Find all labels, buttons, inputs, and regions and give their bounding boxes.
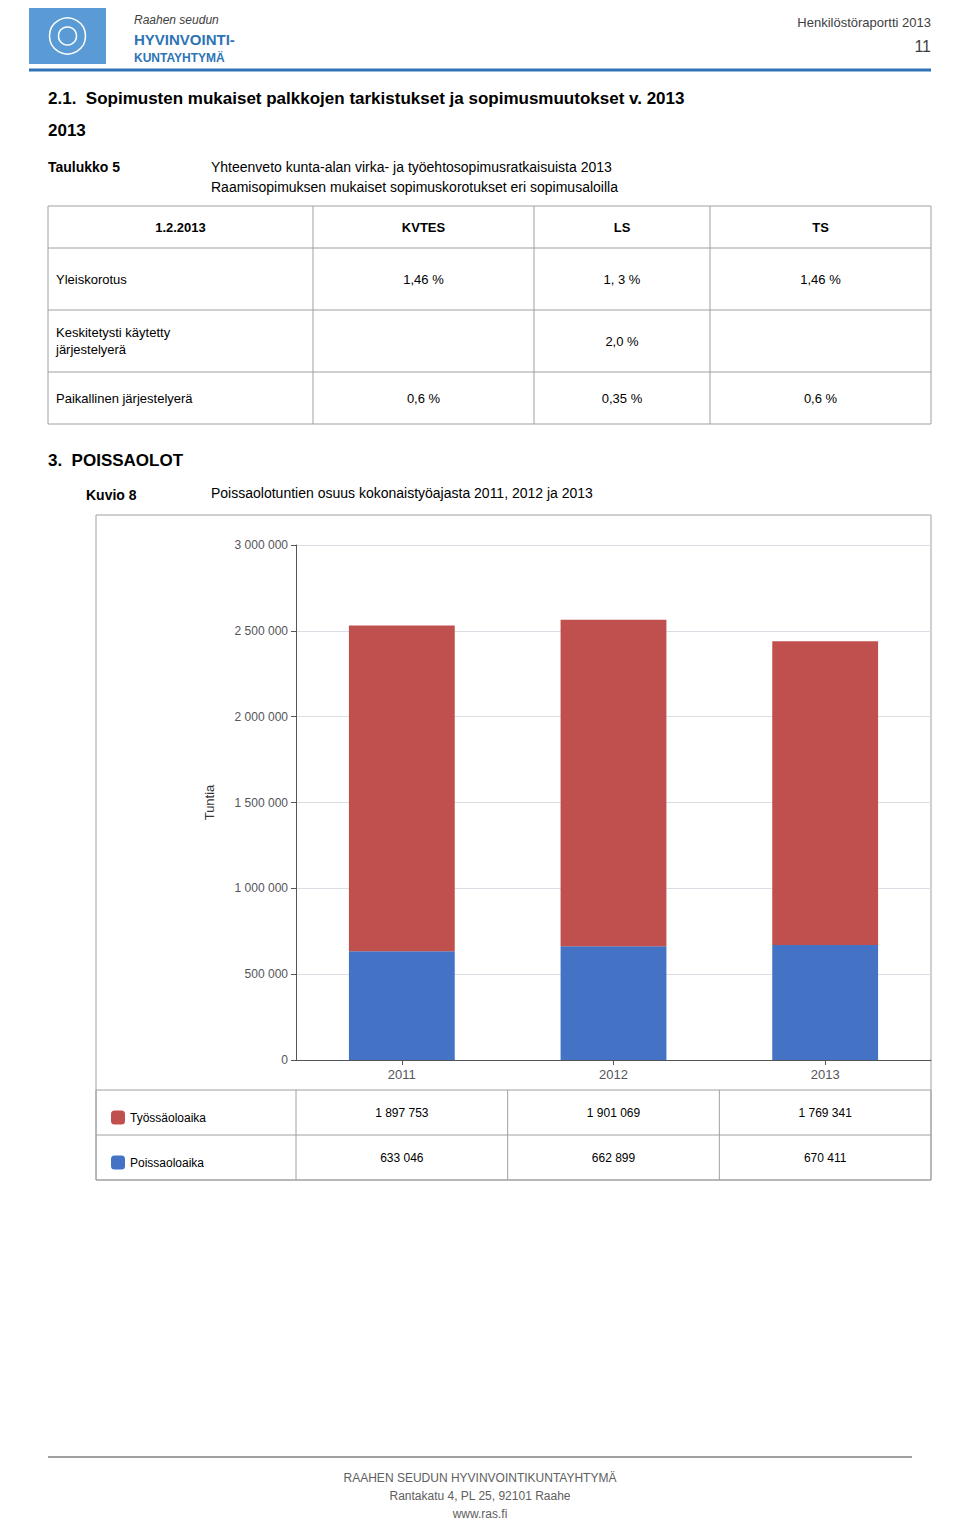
svg-text:0,6 %: 0,6 % — [804, 391, 838, 406]
svg-text:KVTES: KVTES — [402, 220, 446, 235]
svg-text:1,46 %: 1,46 % — [800, 272, 841, 287]
svg-text:2013: 2013 — [811, 1067, 840, 1082]
svg-text:1,46 %: 1,46 % — [403, 272, 444, 287]
svg-text:633 046: 633 046 — [380, 1151, 424, 1165]
svg-text:Yhteenveto kunta-alan virka- j: Yhteenveto kunta-alan virka- ja työehtos… — [211, 159, 612, 175]
svg-text:1 897 753: 1 897 753 — [375, 1106, 429, 1120]
svg-text:2,0 %: 2,0 % — [605, 334, 639, 349]
svg-text:Keskitetysti käytetty: Keskitetysti käytetty — [56, 325, 171, 340]
svg-text:0,35 %: 0,35 % — [602, 391, 643, 406]
svg-text:www.ras.fi: www.ras.fi — [452, 1507, 508, 1521]
svg-text:Taulukko 5: Taulukko 5 — [48, 159, 120, 175]
svg-text:2013: 2013 — [48, 121, 86, 140]
svg-text:1.2.2013: 1.2.2013 — [155, 220, 206, 235]
svg-text:500 000: 500 000 — [245, 967, 289, 981]
svg-text:1 000 000: 1 000 000 — [235, 881, 289, 895]
svg-text:Raamisopimuksen mukaiset sopim: Raamisopimuksen mukaiset sopimuskorotuks… — [211, 179, 618, 195]
svg-text:0: 0 — [281, 1053, 288, 1067]
svg-text:3 000 000: 3 000 000 — [235, 538, 289, 552]
svg-text:RAAHEN SEUDUN HYVINVOINTIKUNTA: RAAHEN SEUDUN HYVINVOINTIKUNTAYHTYMÄ — [344, 1471, 617, 1485]
svg-text:Tuntia: Tuntia — [202, 784, 217, 820]
svg-text:670 411: 670 411 — [804, 1151, 847, 1165]
svg-text:2 500 000: 2 500 000 — [235, 624, 289, 638]
svg-text:Poissaolotuntien osuus kokonai: Poissaolotuntien osuus kokonaistyöajasta… — [211, 485, 593, 501]
svg-text:TS: TS — [812, 220, 829, 235]
svg-text:3. POISSAOLOT: 3. POISSAOLOT — [48, 451, 184, 470]
svg-text:LS: LS — [614, 220, 631, 235]
svg-text:11: 11 — [914, 38, 931, 55]
svg-text:2.1. Sopimusten mukaiset palk: 2.1. Sopimusten mukaiset palkkojen tarki… — [48, 89, 684, 108]
svg-text:2 000 000: 2 000 000 — [235, 710, 289, 724]
svg-text:Raahen seudun: Raahen seudun — [134, 13, 219, 27]
svg-text:662 899: 662 899 — [592, 1151, 636, 1165]
svg-text:Rantakatu 4, PL 25, 92101 Raah: Rantakatu 4, PL 25, 92101 Raahe — [389, 1489, 570, 1503]
svg-text:Yleiskorotus: Yleiskorotus — [56, 272, 127, 287]
svg-text:Paikallinen järjestelyerä: Paikallinen järjestelyerä — [56, 391, 193, 406]
svg-text:Poissaoloaika: Poissaoloaika — [130, 1156, 204, 1170]
svg-text:Kuvio 8: Kuvio 8 — [86, 487, 137, 503]
svg-text:0,6 %: 0,6 % — [407, 391, 441, 406]
svg-text:HYVINVOINTI-: HYVINVOINTI- — [134, 31, 235, 48]
svg-text:KUNTAYHTYMÄ: KUNTAYHTYMÄ — [134, 50, 225, 65]
svg-text:järjestelyerä: järjestelyerä — [55, 342, 127, 357]
svg-text:1 769 341: 1 769 341 — [798, 1106, 852, 1120]
svg-text:2012: 2012 — [599, 1067, 628, 1082]
svg-text:1, 3 %: 1, 3 % — [604, 272, 641, 287]
svg-text:1 901 069: 1 901 069 — [587, 1106, 641, 1120]
svg-text:1 500 000: 1 500 000 — [235, 796, 289, 810]
svg-text:2011: 2011 — [388, 1067, 416, 1082]
svg-text:Työssäoloaika: Työssäoloaika — [130, 1111, 206, 1125]
svg-text:Henkilöstöraportti 2013: Henkilöstöraportti 2013 — [797, 15, 931, 30]
